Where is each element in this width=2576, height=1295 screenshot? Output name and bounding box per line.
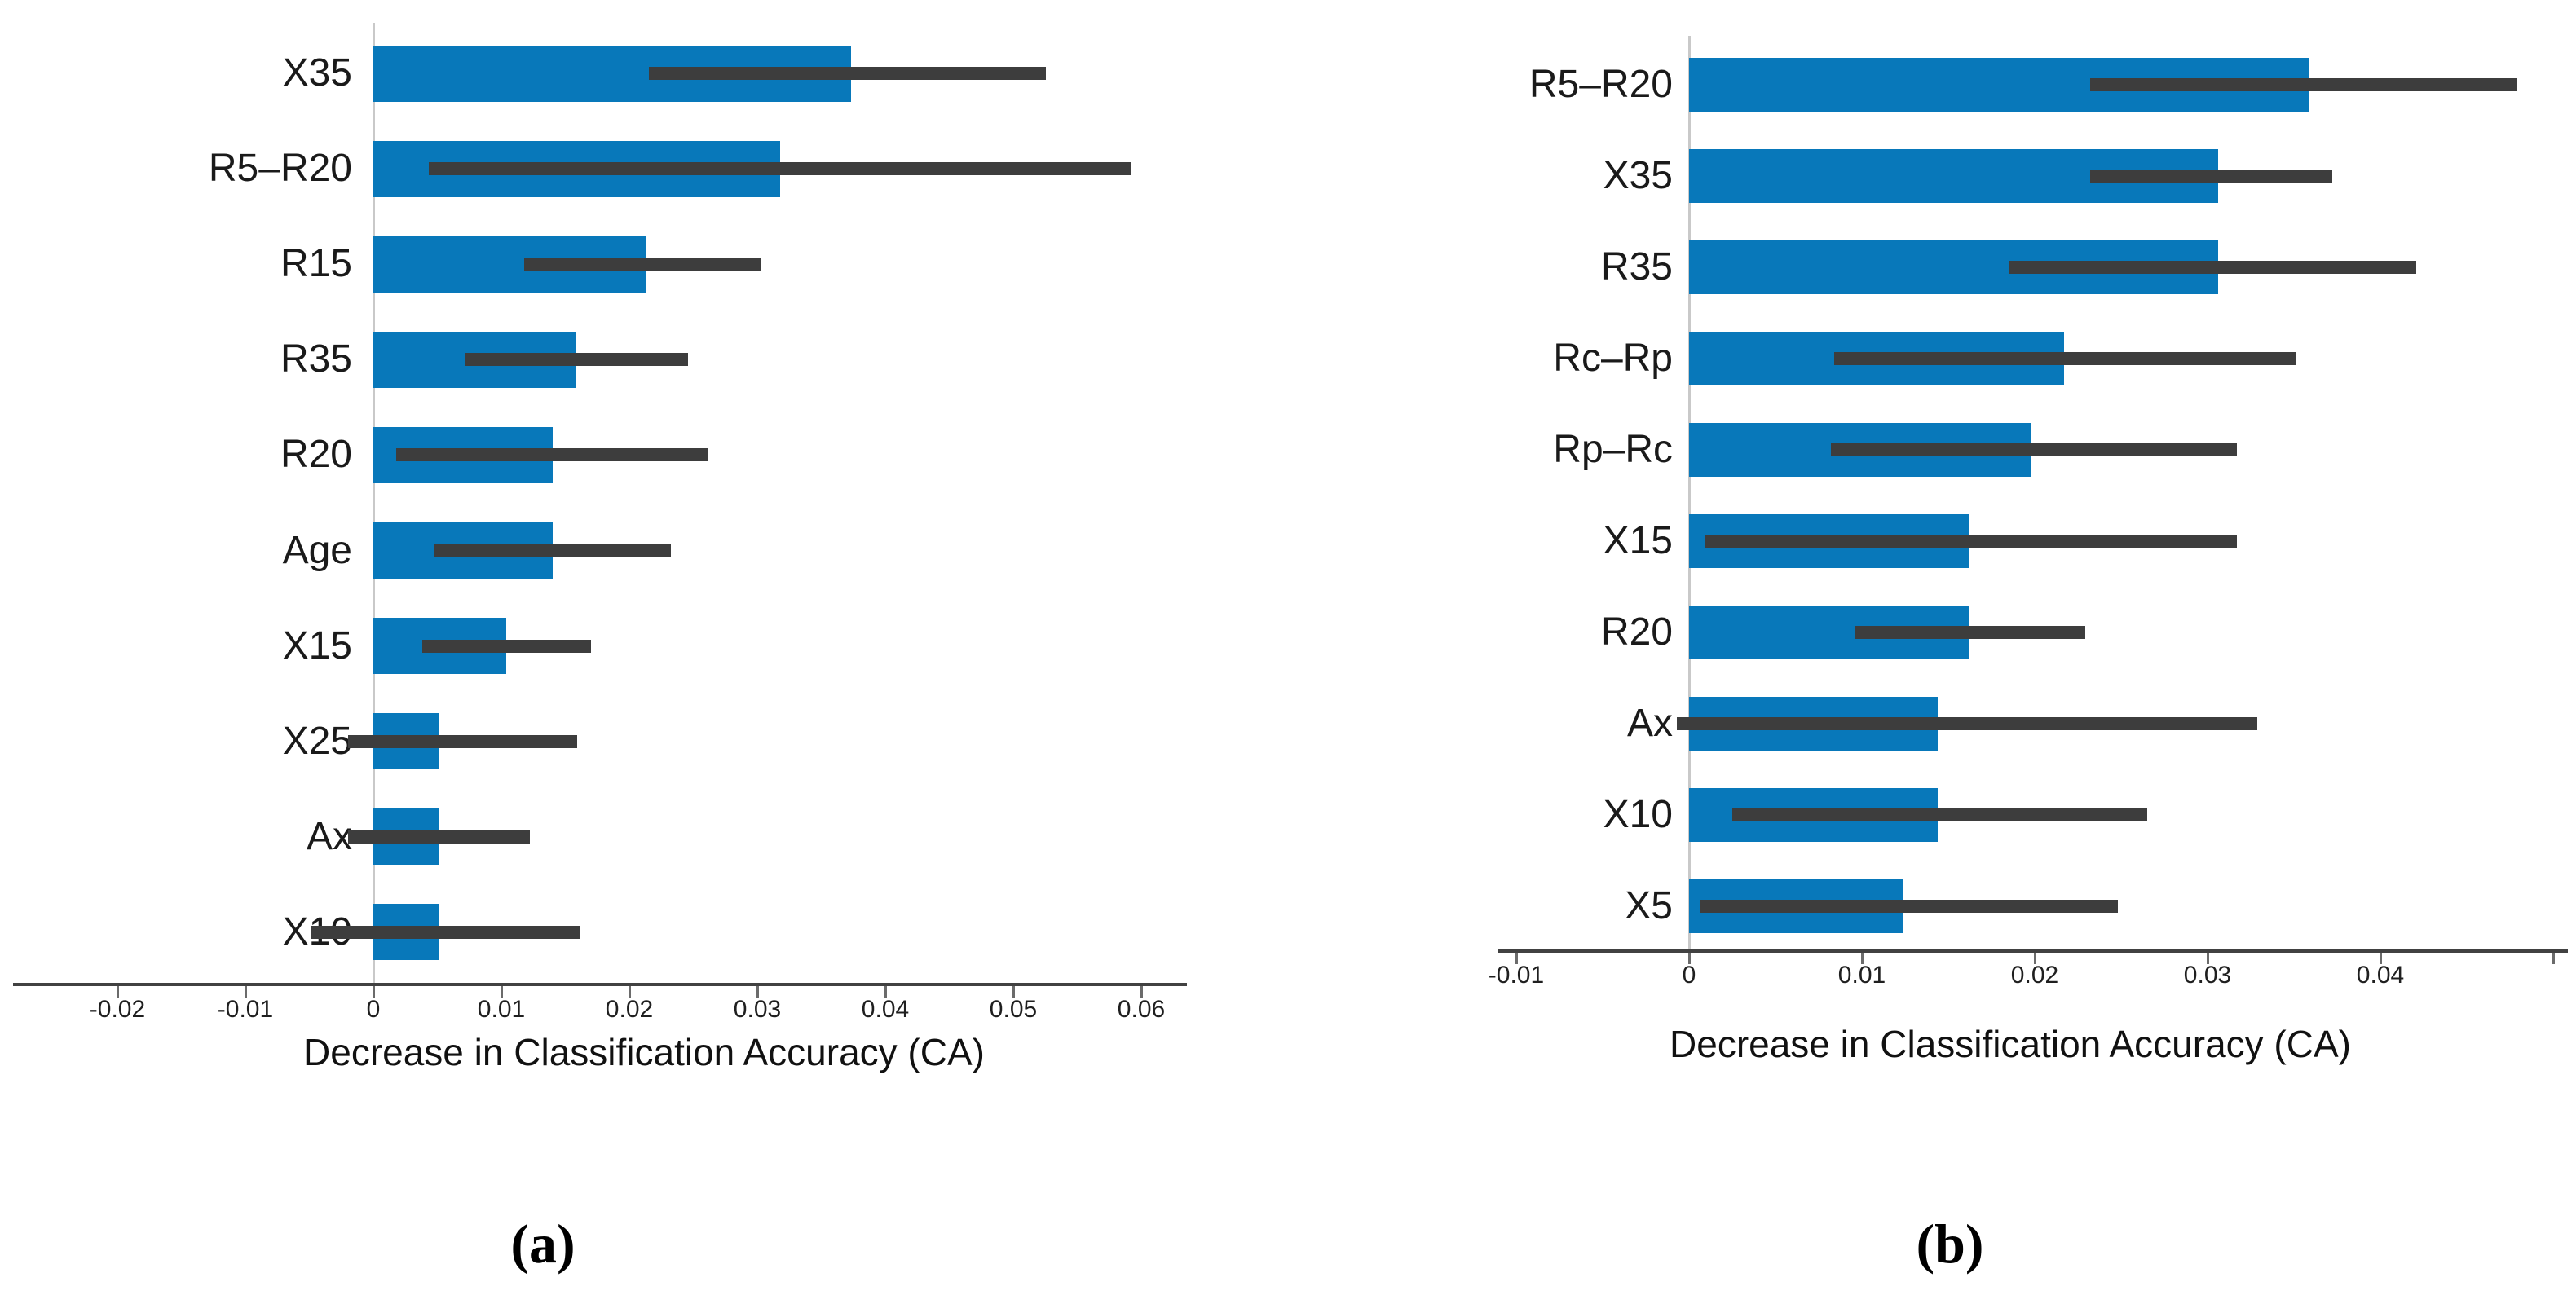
- error-bar: [2090, 170, 2332, 183]
- zero-gridline: [373, 23, 375, 984]
- category-label: X10: [0, 913, 352, 952]
- error-bar: [429, 162, 1131, 175]
- zero-gridline: [1688, 36, 1691, 951]
- category-label: X15: [282, 624, 352, 667]
- x-tick-label: 0.01: [1837, 962, 1886, 989]
- error-bar: [396, 448, 708, 461]
- category-label: Rc–Rp: [1553, 337, 1673, 380]
- category-label: X5: [1625, 884, 1673, 927]
- x-tick-label: 0.04: [2356, 962, 2405, 989]
- error-bar: [1831, 443, 2237, 456]
- x-tick-mark: [245, 986, 247, 998]
- category-label: R5–R20: [208, 147, 352, 190]
- error-bar: [1834, 352, 2296, 365]
- x-tick-mark: [1861, 953, 1864, 964]
- x-tick-label: 0.03: [2183, 962, 2232, 989]
- category-label: R20: [1600, 610, 1673, 654]
- x-tick-label: 0.03: [733, 996, 782, 1023]
- x-axis-label-a: Decrease in Classification Accuracy (CA): [303, 1031, 985, 1073]
- x-tick-mark: [1515, 953, 1518, 964]
- category-label: R35: [1600, 245, 1673, 289]
- x-tick-mark: [1688, 953, 1691, 964]
- x-tick-mark: [2034, 953, 2036, 964]
- error-bar: [348, 830, 530, 844]
- category-label: X35: [282, 51, 352, 95]
- error-bar: [2090, 78, 2517, 91]
- error-bar: [1700, 900, 2118, 913]
- x-tick-mark: [2552, 953, 2555, 964]
- x-axis-label-b: Decrease in Classification Accuracy (CA): [1670, 1023, 2351, 1065]
- x-tick-mark: [756, 986, 759, 998]
- x-tick-mark: [2380, 953, 2382, 964]
- x-tick-label: 0.05: [989, 996, 1038, 1023]
- error-bar: [465, 353, 688, 366]
- caption-b: (b): [1916, 1213, 1984, 1275]
- category-label: Ax: [306, 815, 352, 858]
- x-tick-label: -0.01: [217, 996, 274, 1023]
- error-bar: [1732, 808, 2147, 821]
- x-tick-mark: [373, 986, 375, 998]
- x-tick-mark: [501, 986, 503, 998]
- category-label: Age: [282, 529, 352, 572]
- error-bar: [311, 926, 580, 939]
- x-tick-label: 0.04: [861, 996, 910, 1023]
- x-tick-mark: [629, 986, 631, 998]
- category-label: X15: [1603, 519, 1673, 562]
- error-bar: [1677, 717, 2257, 730]
- error-bar: [649, 67, 1046, 80]
- category-label: R5–R20: [1528, 63, 1673, 106]
- category-label: R35: [280, 337, 352, 381]
- x-tick-mark: [884, 986, 887, 998]
- error-bar: [1705, 535, 2237, 548]
- x-tick-label: 0.02: [605, 996, 654, 1023]
- error-bar: [422, 640, 591, 653]
- error-bar: [348, 735, 577, 748]
- x-axis-line: [1498, 949, 2568, 953]
- x-tick-label: -0.01: [1488, 962, 1545, 989]
- x-tick-mark: [2207, 953, 2209, 964]
- x-tick-label: 0: [1682, 962, 1696, 989]
- category-label: Rp–Rc: [1553, 428, 1673, 471]
- x-tick-label: 0: [366, 996, 381, 1023]
- category-label: R20: [280, 433, 352, 476]
- category-label: X35: [1603, 154, 1673, 197]
- error-bar: [434, 544, 671, 557]
- x-tick-label: 0.06: [1117, 996, 1166, 1023]
- error-bar: [2009, 261, 2416, 274]
- x-tick-label: -0.02: [89, 996, 146, 1023]
- category-label: R15: [280, 242, 352, 285]
- category-label: X25: [282, 720, 352, 763]
- error-bar: [1855, 626, 2085, 639]
- x-axis-line: [13, 983, 1187, 986]
- category-label: X10: [1603, 793, 1673, 836]
- x-tick-mark: [117, 986, 119, 998]
- x-tick-label: 0.01: [477, 996, 526, 1023]
- x-tick-mark: [1140, 986, 1143, 998]
- x-tick-mark: [1012, 986, 1015, 998]
- x-tick-label: 0.02: [2010, 962, 2059, 989]
- error-bar: [524, 258, 761, 271]
- caption-a: (a): [510, 1213, 576, 1275]
- category-label: Ax: [1626, 702, 1673, 745]
